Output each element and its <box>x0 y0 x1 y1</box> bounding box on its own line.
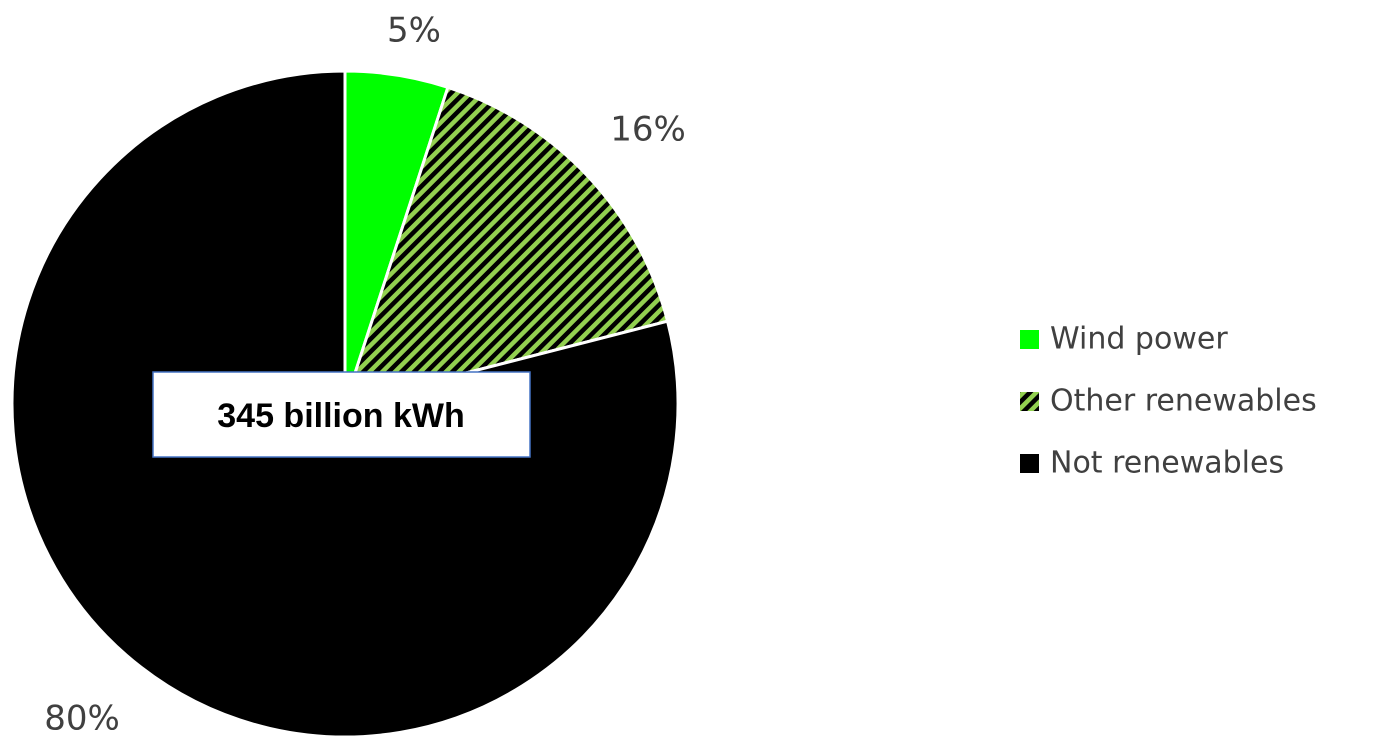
legend-item: Other renewables <box>1020 384 1317 419</box>
slice-label-not-renewables: 80% <box>44 699 120 739</box>
legend-label: Other renewables <box>1050 384 1317 419</box>
center-label: 345 billion kWh <box>217 397 464 435</box>
legend-label: Not renewables <box>1050 446 1284 481</box>
legend: Wind power Other renewables Not renewables <box>1020 322 1317 481</box>
legend-swatch <box>1020 392 1039 411</box>
center-label-box: 345 billion kWh <box>152 371 531 458</box>
legend-item: Not renewables <box>1020 446 1284 481</box>
pie-slice-other-renewables <box>342 85 670 407</box>
legend-swatch <box>1020 454 1039 473</box>
slice-labels: 5% 16% 80% <box>44 11 686 739</box>
legend-label: Wind power <box>1050 322 1228 357</box>
slice-label-other-renewables: 16% <box>610 110 686 150</box>
legend-swatch <box>1020 330 1039 349</box>
legend-item: Wind power <box>1020 322 1228 357</box>
slice-label-wind-power: 5% <box>387 11 441 51</box>
